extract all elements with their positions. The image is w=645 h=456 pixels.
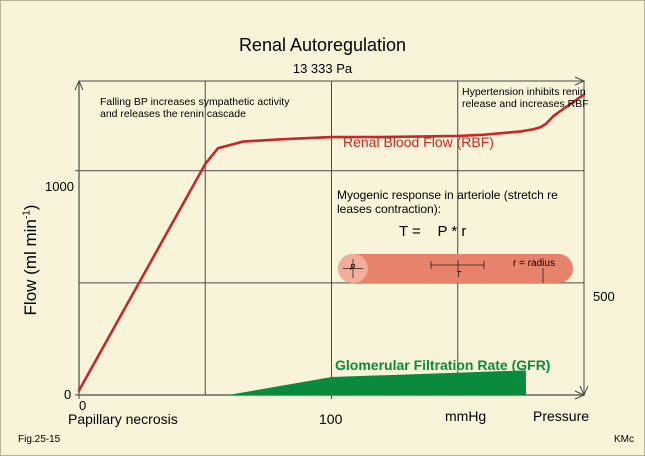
gfr-label: Glomerular Filtration Rate (GFR) [335, 357, 551, 373]
annotation-left: Falling BP increases sympathetic activit… [100, 96, 290, 120]
y-axis-label-text: Flow (ml min [21, 219, 40, 316]
right-axis-arrow [579, 385, 589, 397]
vessel-label-p: P [350, 263, 356, 272]
y-tick-label-1000: 1000 [45, 179, 74, 194]
top-axis-arrow [574, 76, 586, 86]
rbf-label: Renal Blood Flow (RBF) [343, 134, 494, 150]
vessel-label-radius: r = radius [513, 258, 555, 269]
chart-subtitle: 13 333 Pa [292, 61, 353, 76]
arteriole-diagram [338, 254, 573, 283]
gfr-area [227, 370, 526, 395]
vessel-label-t: T [456, 270, 461, 279]
vessel-body [338, 254, 573, 283]
x-annotation-papillary: Papillary necrosis [68, 411, 178, 427]
myogenic-text: Myogenic response in arteriole (stretch … [337, 188, 558, 216]
annotation-right: Hypertension inhibits renin release and … [462, 86, 589, 110]
y-axis-arrow [74, 79, 84, 91]
series-marks [77, 93, 586, 395]
footer-author: KMc [614, 434, 634, 445]
footer-fig: Fig.25-15 [18, 434, 61, 445]
x-tick-label-0: 0 [79, 398, 87, 413]
y-axis-label-close: ) [21, 204, 40, 211]
x-axis-unit: mmHg [445, 408, 487, 424]
y-axis-label: Flow (ml min-1) [21, 205, 41, 316]
y-tick-label-0: 0 [64, 387, 72, 402]
x-tick-label-100: 100 [319, 411, 343, 427]
grid [79, 81, 584, 395]
x-axis-pressure: Pressure [533, 408, 590, 424]
myogenic-equation: T = P * r [399, 223, 467, 240]
y-axis-label-sup: -1 [21, 210, 33, 220]
chart-title: Renal Autoregulation [238, 35, 407, 55]
rbf-line [77, 93, 586, 392]
right-axis-tick-label: 500 [593, 289, 615, 304]
